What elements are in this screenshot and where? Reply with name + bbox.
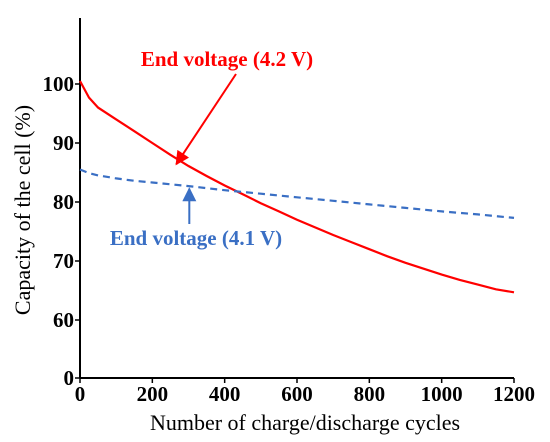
- y-tick-label: 90: [53, 131, 74, 155]
- x-tick-label: 200: [137, 382, 169, 406]
- y-tick-label: 80: [53, 190, 74, 214]
- series-line-4-2v: [79, 80, 515, 294]
- series-layer: [79, 80, 515, 294]
- y-tick-label: 70: [53, 249, 74, 273]
- x-tick-label: 400: [209, 382, 241, 406]
- y-axis-title: Capacity of the cell (%): [10, 105, 35, 315]
- x-tick-label: 600: [281, 382, 313, 406]
- y-tick-label: 0: [64, 366, 75, 390]
- series-line-4-1v: [79, 168, 515, 219]
- x-tick-label: 800: [354, 382, 386, 406]
- x-axis-title: Number of charge/discharge cycles: [150, 410, 460, 435]
- x-tick-label: 0: [75, 382, 86, 406]
- annotation-label-4-2v: End voltage (4.2 V): [141, 47, 313, 71]
- x-tick-label: 1000: [421, 382, 463, 406]
- annotation-label-4-1v: End voltage (4.1 V): [110, 226, 282, 250]
- y-tick-label: 60: [53, 308, 74, 332]
- y-tick-label: 100: [43, 72, 75, 96]
- axis-ticks: 0 200 400 600 800 1000 1200 0 60 70 80 90 100: [43, 72, 536, 406]
- annotation-layer: End voltage (4.2 V) End voltage (4.1 V): [110, 47, 313, 250]
- x-tick-label: 1200: [493, 382, 535, 406]
- annotation-arrow-4-2v: [175, 73, 237, 166]
